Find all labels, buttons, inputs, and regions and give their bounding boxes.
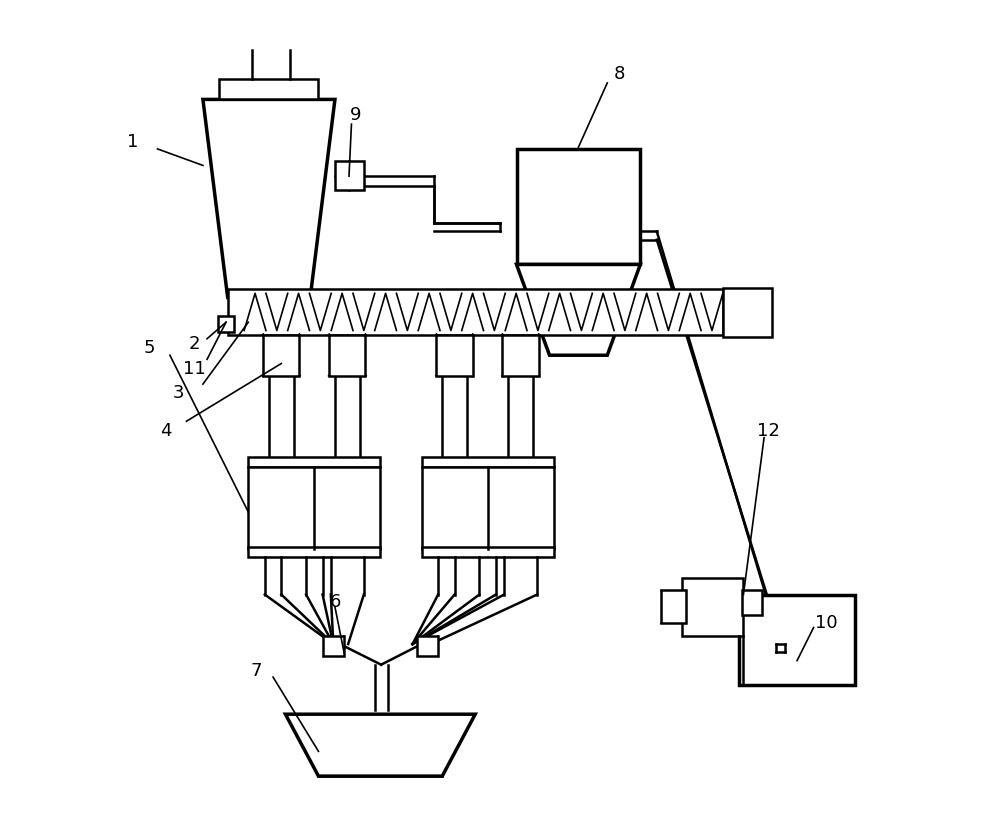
Text: 12: 12 <box>757 421 780 439</box>
Bar <box>739 595 855 686</box>
Bar <box>422 457 554 467</box>
Bar <box>422 547 554 557</box>
Text: 6: 6 <box>329 592 341 610</box>
Bar <box>723 289 772 337</box>
Text: 8: 8 <box>614 65 625 83</box>
Bar <box>228 290 723 335</box>
Bar <box>248 467 380 549</box>
Bar <box>682 578 743 636</box>
Bar <box>218 316 234 332</box>
Bar <box>219 79 318 100</box>
Text: 4: 4 <box>160 421 172 439</box>
Polygon shape <box>203 100 335 298</box>
Bar <box>742 590 762 615</box>
Bar <box>436 335 473 376</box>
Bar <box>502 335 539 376</box>
Bar <box>323 636 344 657</box>
Bar <box>248 547 380 557</box>
Bar <box>417 636 438 657</box>
Text: 1: 1 <box>127 132 138 151</box>
Text: 11: 11 <box>183 359 206 377</box>
Polygon shape <box>285 715 475 777</box>
Bar <box>661 590 686 624</box>
Polygon shape <box>517 265 640 356</box>
Bar <box>517 150 640 265</box>
Bar <box>335 162 364 191</box>
Text: 10: 10 <box>815 613 837 631</box>
Bar <box>248 457 380 467</box>
Bar <box>329 335 365 376</box>
Text: 2: 2 <box>189 334 200 352</box>
Text: 5: 5 <box>144 338 155 356</box>
Text: 9: 9 <box>350 106 361 124</box>
Text: 3: 3 <box>172 384 184 402</box>
Bar <box>263 335 299 376</box>
Bar <box>422 467 554 549</box>
Text: 7: 7 <box>251 662 262 680</box>
